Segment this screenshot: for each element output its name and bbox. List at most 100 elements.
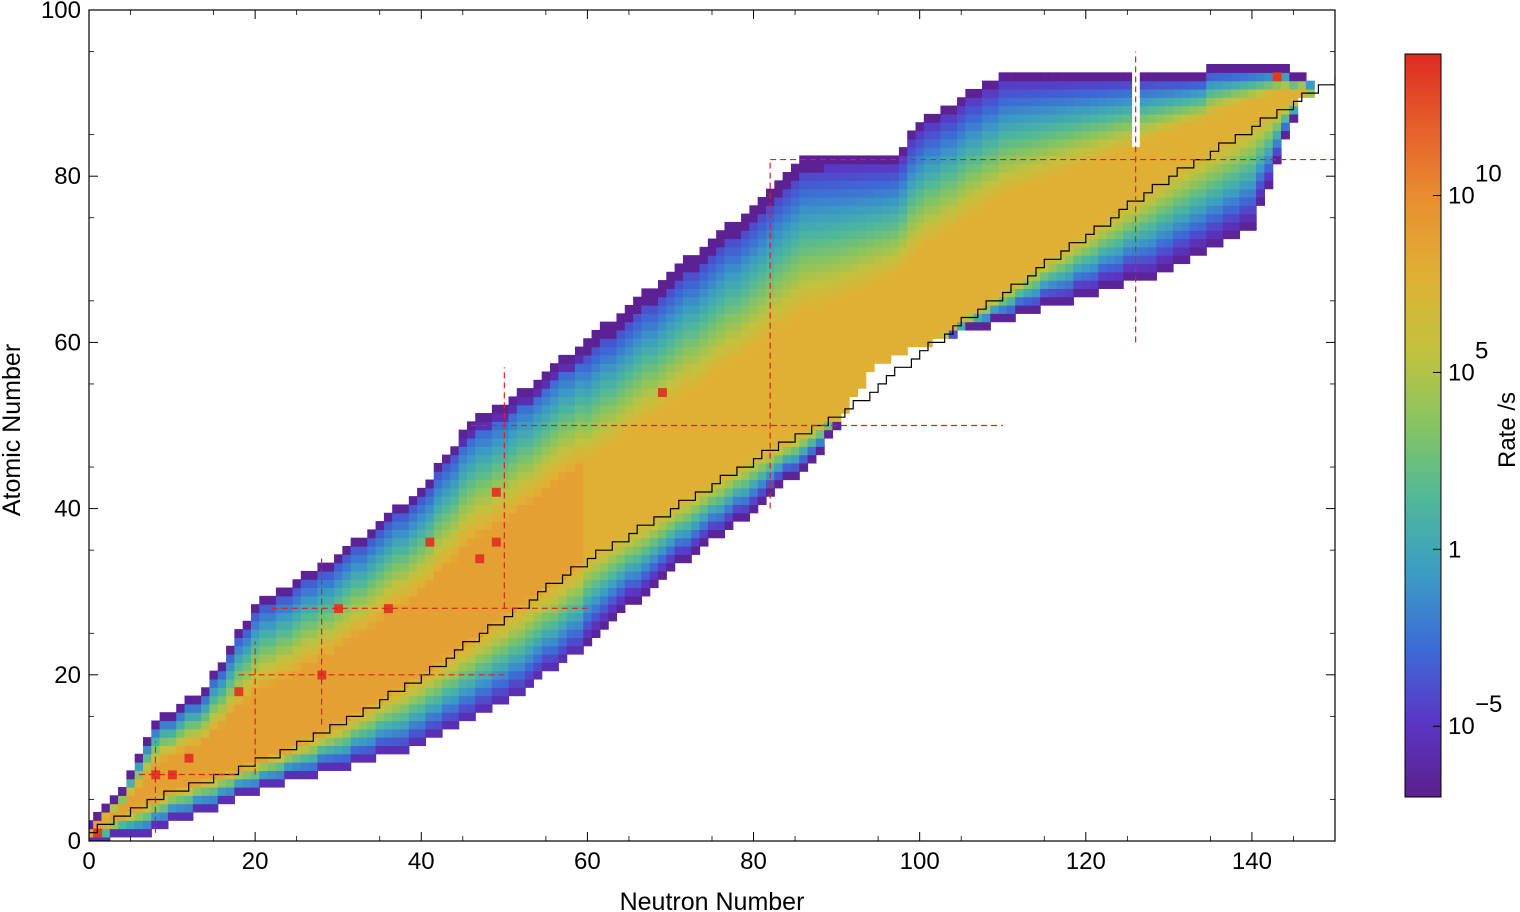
- heatmap-cell: [1031, 80, 1041, 90]
- heatmap-cell: [309, 703, 319, 713]
- heatmap-cell: [1272, 155, 1282, 165]
- heatmap-cell: [325, 562, 335, 572]
- heatmap-cell: [209, 678, 219, 688]
- heatmap-cell: [508, 570, 518, 580]
- heatmap-cell: [566, 604, 576, 614]
- heatmap-cell: [824, 338, 834, 348]
- heatmap-cell: [1197, 88, 1207, 98]
- heatmap-cell: [641, 354, 651, 364]
- heatmap-cell: [491, 413, 501, 422]
- heatmap-cell: [608, 363, 618, 373]
- heatmap-cell: [541, 554, 551, 564]
- heatmap-cell: [865, 163, 875, 173]
- heatmap-cell: [275, 678, 285, 688]
- heatmap-cell: [1040, 105, 1050, 115]
- heatmap-cell: [1031, 255, 1041, 265]
- heatmap-cell: [749, 388, 759, 398]
- heatmap-cell: [309, 662, 319, 672]
- heatmap-cell: [466, 629, 476, 639]
- heatmap-cell: [649, 437, 659, 447]
- heatmap-cell: [275, 778, 285, 788]
- heatmap-cell: [591, 504, 601, 514]
- heatmap-cell: [915, 122, 925, 132]
- heatmap-cell: [915, 230, 925, 240]
- heatmap-cell: [674, 446, 684, 456]
- heatmap-cell: [226, 645, 235, 655]
- heatmap-cell: [574, 612, 584, 622]
- heatmap-cell: [674, 288, 684, 298]
- heatmap-cell: [508, 404, 518, 414]
- heatmap-cell: [525, 570, 535, 580]
- heatmap-cell: [799, 338, 809, 348]
- heatmap-cell: [516, 579, 526, 589]
- heatmap-cell: [1031, 213, 1041, 223]
- heatmap-cell: [832, 172, 842, 181]
- heatmap-cell: [699, 363, 709, 373]
- heatmap-cell: [873, 305, 883, 314]
- heatmap-cell: [981, 138, 991, 148]
- heatmap-cell: [450, 462, 460, 472]
- heatmap-cell: [259, 770, 269, 780]
- heatmap-cell: [641, 404, 651, 414]
- heatmap-cell: [1206, 122, 1216, 132]
- heatmap-cell: [367, 637, 377, 647]
- heatmap-cell: [1040, 72, 1050, 82]
- heatmap-cell: [832, 296, 842, 306]
- heatmap-cell: [915, 155, 925, 165]
- heatmap-cell: [375, 720, 385, 730]
- heatmap-cell: [666, 554, 676, 564]
- heatmap-cell: [849, 205, 858, 215]
- heatmap-cell: [450, 587, 460, 597]
- heatmap-cell: [1106, 97, 1116, 107]
- heatmap-cell: [508, 537, 518, 547]
- heatmap-cell: [857, 271, 867, 281]
- heatmap-cell: [533, 670, 543, 680]
- heatmap-cell: [616, 521, 626, 530]
- heatmap-cell: [1256, 188, 1265, 198]
- heatmap-cell: [458, 429, 468, 439]
- heatmap-cell: [957, 238, 966, 248]
- heatmap-cell: [466, 570, 476, 580]
- heatmap-cell: [392, 670, 402, 680]
- heatmap-cell: [682, 396, 692, 406]
- heatmap-cell: [367, 612, 377, 622]
- heatmap-cell: [774, 180, 784, 190]
- heatmap-cell: [608, 379, 618, 389]
- heatmap-cell: [641, 512, 651, 522]
- heatmap-cell: [350, 654, 360, 663]
- heatmap-cell: [1006, 80, 1016, 90]
- heatmap-cell: [898, 230, 908, 240]
- heatmap-cell: [832, 396, 842, 406]
- heatmap-cell: [865, 313, 875, 323]
- heatmap-cell: [483, 604, 493, 614]
- heatmap-cell: [1231, 188, 1241, 198]
- heatmap-cell: [583, 579, 593, 589]
- heatmap-cell: [782, 172, 792, 181]
- heatmap-cell: [633, 479, 642, 489]
- heatmap-cell: [466, 695, 476, 705]
- heatmap-cell: [641, 570, 651, 580]
- heatmap-cell: [749, 313, 759, 323]
- heatmap-cell: [1123, 172, 1133, 181]
- heatmap-cell: [898, 213, 908, 223]
- heatmap-cell: [508, 587, 518, 597]
- heatmap-cell: [1098, 80, 1108, 90]
- heatmap-cell: [234, 629, 244, 639]
- heatmap-cell: [608, 604, 618, 614]
- heatmap-cell: [1156, 163, 1166, 173]
- heatmap-cell: [284, 620, 294, 630]
- heatmap-cell: [666, 371, 676, 381]
- heatmap-cell: [641, 587, 651, 597]
- heatmap-cell: [724, 487, 734, 497]
- heatmap-cell: [824, 288, 834, 298]
- heatmap-cell: [242, 620, 252, 630]
- heatmap-cell: [1123, 255, 1133, 265]
- heatmap-cell: [624, 305, 634, 314]
- heatmap-cell: [1073, 97, 1083, 107]
- heatmap-cell: [334, 629, 343, 639]
- heatmap-cell: [159, 728, 169, 738]
- heatmap-cell: [267, 637, 277, 647]
- heatmap-cell: [1106, 263, 1116, 273]
- heatmap-cell: [998, 188, 1008, 198]
- heatmap-cell: [1181, 255, 1191, 265]
